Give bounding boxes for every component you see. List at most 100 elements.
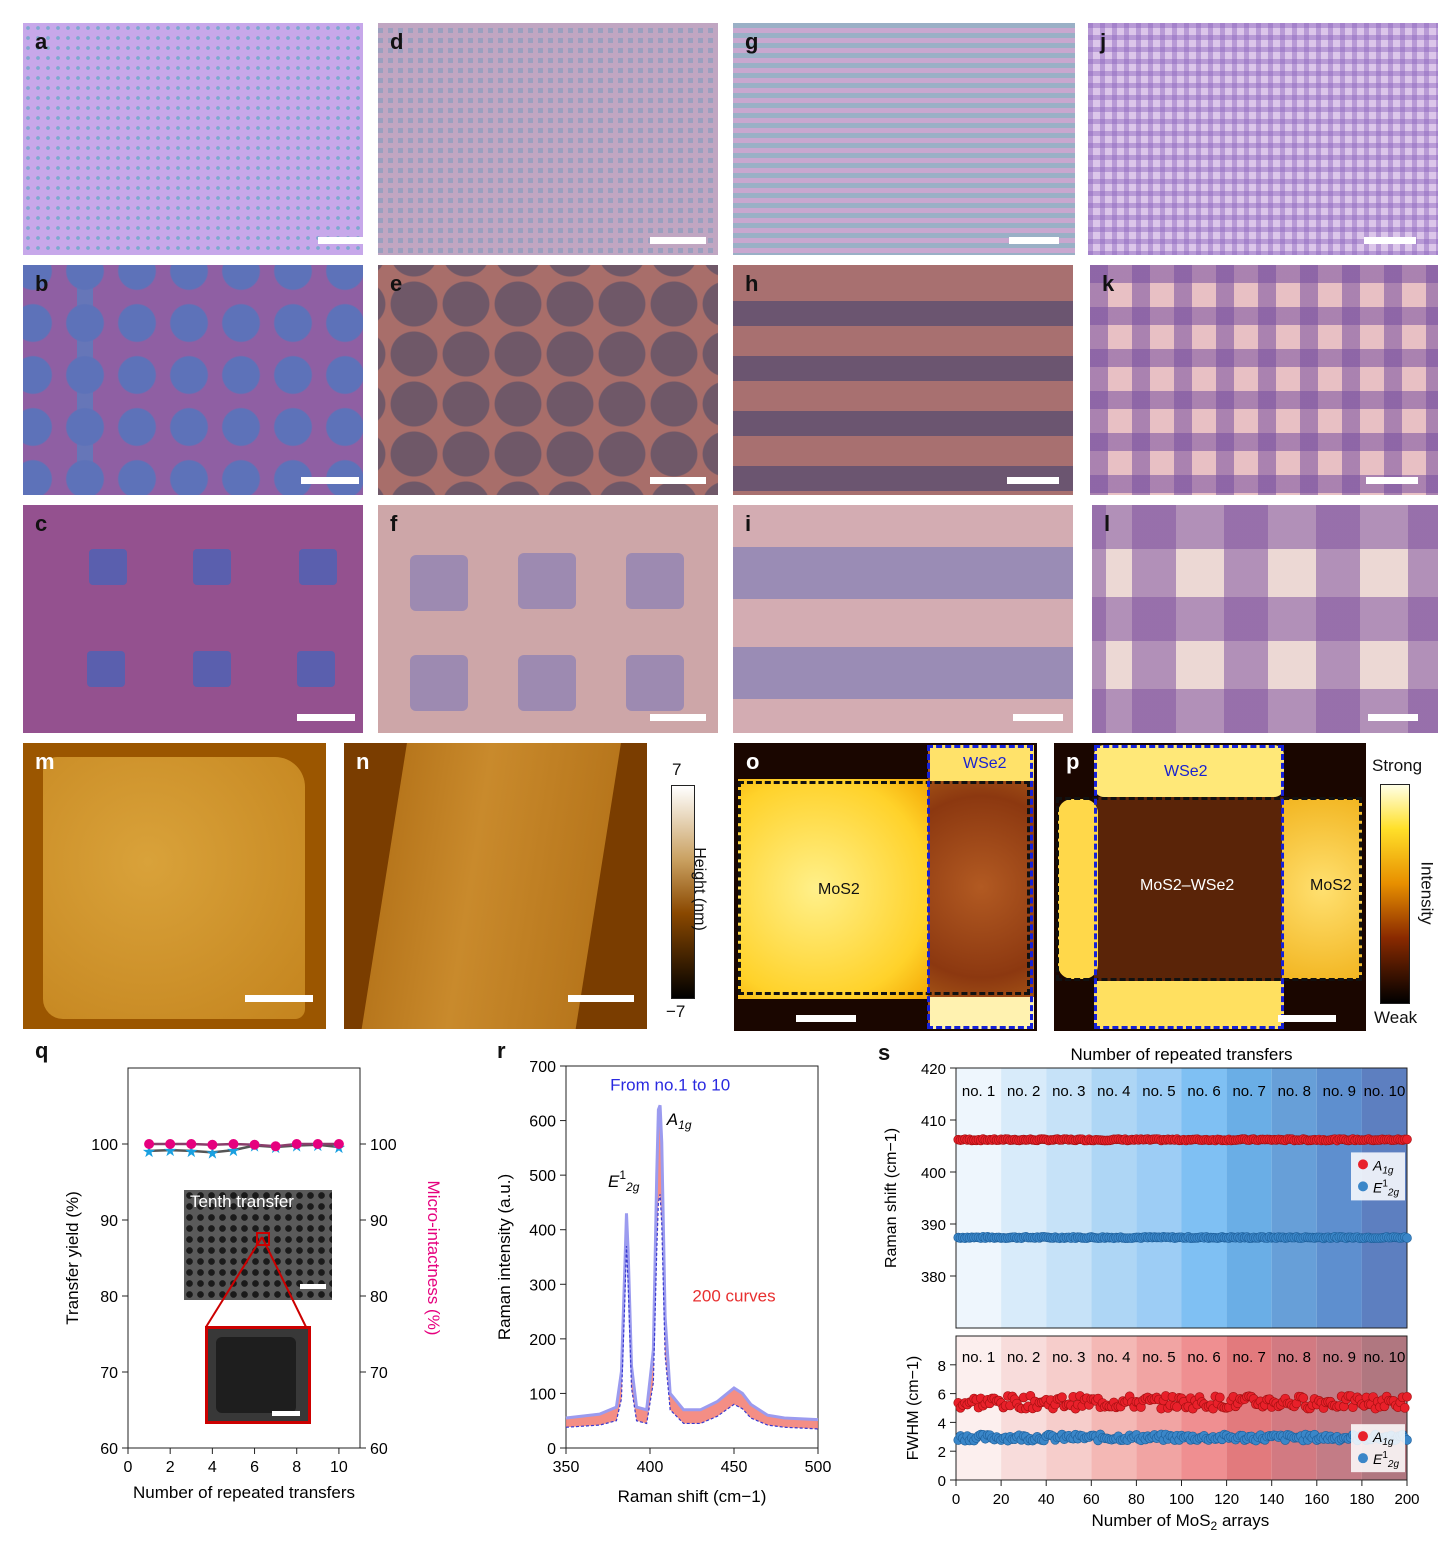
x-tick-label: 140 <box>1259 1491 1284 1508</box>
band-label: no. 4 <box>1097 1083 1130 1100</box>
scale-bar <box>1013 714 1063 721</box>
a1g-point <box>1215 1392 1225 1403</box>
y-tick-label: 100 <box>91 1137 118 1154</box>
wse2-region <box>928 745 1034 1029</box>
height-colorbar <box>671 785 695 999</box>
inset-zoom-lines <box>205 1236 307 1328</box>
series-intactness-point <box>291 1139 302 1149</box>
panel-j-image: j <box>1088 23 1438 255</box>
series-intactness-point <box>165 1139 176 1149</box>
panel-g-image: g <box>733 23 1075 255</box>
band-label: no. 5 <box>1142 1349 1175 1366</box>
band-label: no. 10 <box>1364 1349 1406 1366</box>
y-tick-label: 90 <box>100 1213 118 1230</box>
raman-upper-curve <box>565 1104 819 1422</box>
square <box>518 655 576 711</box>
mos2-region <box>738 779 934 999</box>
x-tick-label: 8 <box>292 1459 301 1476</box>
panel-l-image: l <box>1092 505 1438 733</box>
flake <box>216 1337 296 1413</box>
series-intactness-point <box>186 1139 197 1149</box>
y-tick-label: 600 <box>529 1114 556 1131</box>
square <box>410 655 468 711</box>
legend-label-a1g: A1g <box>1372 1157 1394 1176</box>
panel-label-m: m <box>35 749 55 774</box>
intensity-colorbar <box>1380 784 1410 1004</box>
panel-p-map: p WSe2 MoS2–WSe2 MoS2 <box>1054 743 1366 1031</box>
stripe <box>733 547 1073 599</box>
panel-label-q: q <box>35 1038 49 1063</box>
panel-o-map: o WSe2 MoS2 <box>734 743 1037 1031</box>
highlight-square <box>256 1232 270 1246</box>
x-tick-label: 100 <box>1169 1491 1194 1508</box>
series-intactness-line <box>149 1142 339 1148</box>
series-yield-point: ★ <box>205 1145 219 1162</box>
mos2-box <box>738 781 1030 995</box>
stripe <box>359 743 623 1029</box>
panel-label-e: e <box>390 271 403 296</box>
top-title: Number of repeated transfers <box>1070 1045 1292 1064</box>
band-label: no. 1 <box>962 1083 995 1100</box>
wse2-label: WSe2 <box>1164 763 1208 780</box>
panel-c-image: c <box>23 505 363 733</box>
x-tick-label: 6 <box>250 1459 259 1476</box>
y2-tick-label: 100 <box>370 1137 397 1154</box>
stripe <box>733 647 1073 699</box>
panel-h-image: h <box>733 265 1073 495</box>
y-tick-label: 300 <box>529 1277 556 1294</box>
y-tick-label: 700 <box>529 1059 556 1076</box>
y-axis-label: Raman intensity (a.u.) <box>495 1174 514 1340</box>
panel-a-image: a <box>23 23 363 255</box>
scale-bar <box>272 1411 300 1416</box>
band-label: no. 3 <box>1052 1083 1085 1100</box>
panel-label-b: b <box>35 271 49 296</box>
band-label: no. 6 <box>1187 1349 1220 1366</box>
y2-tick-label: 90 <box>370 1213 388 1230</box>
panel-label-r: r <box>497 1038 506 1063</box>
band-label: no. 4 <box>1097 1349 1130 1366</box>
square <box>410 555 468 611</box>
panel-label-h: h <box>745 271 759 296</box>
scale-bar <box>1368 714 1418 721</box>
square-pattern <box>378 265 718 495</box>
x-axis-label: Number of MoS2 arrays <box>1092 1511 1270 1533</box>
square <box>193 549 231 585</box>
panel-label-f: f <box>390 511 398 536</box>
wse2-box <box>1094 745 1284 1029</box>
band-bg <box>1046 1068 1092 1328</box>
band-label: no. 8 <box>1278 1083 1311 1100</box>
wse2-text: WSe2 <box>963 755 1007 772</box>
raman-curve-band <box>566 1105 818 1429</box>
y-tick-label: 200 <box>529 1332 556 1349</box>
legend-marker-e2g <box>1358 1453 1368 1464</box>
wse2-label: WSe2 <box>963 755 1007 773</box>
series-intactness-point <box>207 1139 218 1150</box>
panel-i-image: i <box>733 505 1073 733</box>
y-tick-label: 500 <box>529 1168 556 1185</box>
square <box>87 651 125 687</box>
legend-label-e2g: E12g <box>1373 1178 1399 1198</box>
y-tick-label: 410 <box>921 1113 946 1130</box>
legend-label-a1g: A1g <box>1372 1429 1394 1448</box>
x-tick-label: 10 <box>330 1459 348 1476</box>
scale-bar <box>650 477 706 484</box>
panel-e-image: e <box>378 265 718 495</box>
y-tick-label: 2 <box>938 1444 946 1461</box>
panel-label-n: n <box>356 749 370 774</box>
square <box>89 549 127 585</box>
band-label: no. 3 <box>1052 1349 1085 1366</box>
intensity-weak-label: Weak <box>1374 1008 1418 1027</box>
band-label: no. 6 <box>1187 1083 1220 1100</box>
chart-q: 0 2 4 6 8 10 60 60 70 70 80 80 90 90 100 100 Number of r… <box>63 1067 443 1502</box>
mos2-label: MoS2 <box>1310 877 1352 894</box>
scale-bar <box>650 237 706 244</box>
square <box>626 553 684 609</box>
x-tick-label: 20 <box>993 1491 1010 1508</box>
square <box>299 549 337 585</box>
y-tick-label: 100 <box>529 1386 556 1403</box>
series-intactness-point <box>333 1139 344 1149</box>
y-tick-label: 0 <box>547 1441 556 1458</box>
scale-bar <box>297 714 355 721</box>
panel-d-image: d <box>378 23 718 255</box>
scale-bar <box>300 1284 326 1289</box>
